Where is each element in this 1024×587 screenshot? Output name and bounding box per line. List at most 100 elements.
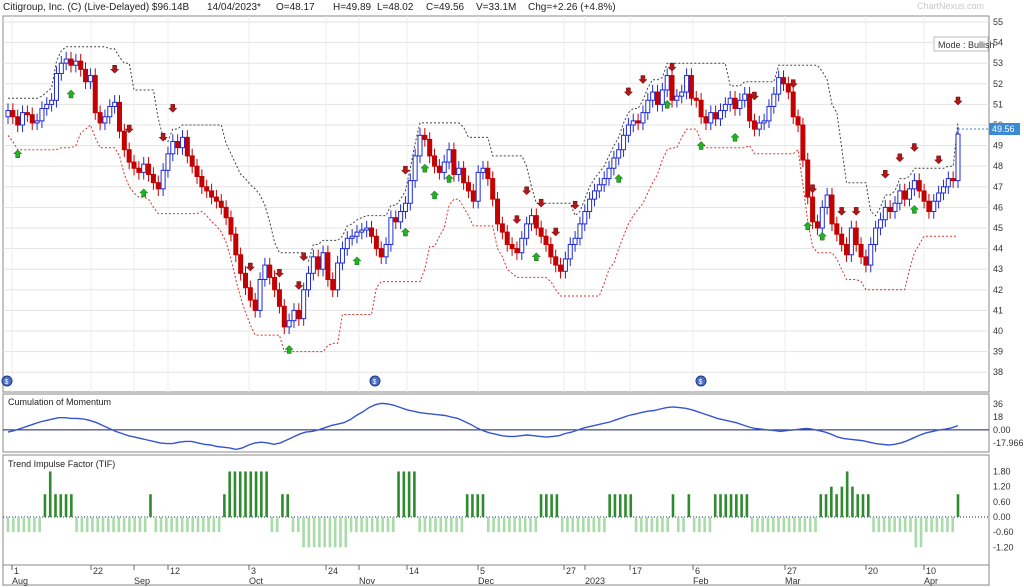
candle-body bbox=[335, 262, 341, 291]
buy-arrow-icon bbox=[444, 174, 454, 183]
quote-volume: V=33.1M bbox=[476, 2, 517, 13]
candle-body bbox=[916, 180, 922, 192]
tif-bar bbox=[270, 517, 274, 533]
dividend-icon[interactable]: $ bbox=[695, 375, 707, 387]
candle-body bbox=[131, 161, 137, 169]
x-tick-label: 20 bbox=[868, 566, 878, 576]
dividend-icon[interactable]: $ bbox=[369, 375, 381, 387]
candle-body bbox=[873, 227, 879, 245]
tif-bar bbox=[497, 517, 501, 533]
price-tick-label: 49 bbox=[993, 141, 1003, 151]
buy-arrow-icon bbox=[66, 89, 76, 99]
tif-bar bbox=[597, 517, 601, 533]
candle-body bbox=[858, 243, 864, 258]
tif-bar bbox=[59, 494, 63, 517]
tif-bar bbox=[919, 517, 923, 548]
candle-body bbox=[659, 89, 665, 105]
x-tick-label: 27 bbox=[566, 566, 576, 576]
candle-body bbox=[63, 58, 69, 64]
tif-bar bbox=[360, 517, 363, 533]
candle-body bbox=[844, 243, 850, 256]
candle-body bbox=[776, 77, 782, 95]
candle-body bbox=[15, 116, 21, 126]
candle-body bbox=[233, 233, 239, 256]
candle-body bbox=[78, 60, 84, 70]
tif-bar bbox=[54, 494, 57, 517]
candle-body bbox=[301, 289, 307, 320]
candle-body bbox=[456, 167, 462, 175]
candle-body bbox=[722, 103, 728, 112]
tif-bar bbox=[344, 517, 348, 548]
tif-bar bbox=[307, 517, 311, 548]
candle-body bbox=[262, 264, 268, 280]
candle-body bbox=[887, 206, 893, 213]
candle-body bbox=[126, 149, 132, 163]
tif-bar bbox=[70, 494, 73, 517]
price-tick-label: 41 bbox=[993, 305, 1003, 315]
tif-tick-label: 1.80 bbox=[993, 466, 1011, 476]
tif-bar bbox=[608, 494, 611, 517]
tif-bar bbox=[370, 517, 374, 533]
tif-bar bbox=[581, 517, 585, 533]
dividend-icon[interactable]: $ bbox=[1, 375, 13, 387]
x-tick-label: 27 bbox=[787, 566, 797, 576]
candle-body bbox=[839, 233, 845, 245]
tif-bar bbox=[254, 471, 258, 517]
candle-body bbox=[572, 237, 578, 245]
quote-open: O=48.17 bbox=[276, 2, 315, 13]
tif-bar bbox=[571, 517, 575, 533]
tif-bar bbox=[808, 517, 812, 533]
momentum-line bbox=[7, 402, 959, 451]
svg-text:$: $ bbox=[373, 379, 377, 386]
sell-arrow-icon bbox=[551, 227, 561, 237]
candle-body bbox=[92, 75, 98, 114]
sell-arrow-icon bbox=[274, 268, 285, 278]
tif-bar bbox=[698, 517, 701, 533]
candle-body bbox=[427, 138, 433, 157]
candle-body bbox=[742, 93, 748, 101]
x-tick-label: 24 bbox=[328, 566, 338, 576]
chart-header: Citigroup, Inc. (C) (Live-Delayed) $96.1… bbox=[0, 0, 1024, 16]
tif-bar bbox=[523, 517, 527, 533]
candle-body bbox=[485, 167, 491, 180]
candle-body bbox=[320, 252, 326, 270]
x-tick-label: 3 bbox=[251, 566, 256, 576]
candle-body bbox=[199, 176, 205, 188]
candle-body bbox=[209, 190, 215, 198]
tif-bar bbox=[666, 517, 670, 533]
candle-body bbox=[378, 248, 384, 258]
tif-bar bbox=[318, 517, 321, 548]
candle-body bbox=[223, 206, 229, 219]
tif-bar bbox=[407, 471, 411, 517]
tif-bar bbox=[840, 486, 844, 517]
tif-bar bbox=[212, 517, 216, 533]
tif-bar bbox=[154, 517, 158, 533]
mode-box bbox=[933, 36, 989, 52]
candle-body bbox=[218, 200, 224, 208]
price-tick-label: 42 bbox=[993, 285, 1003, 295]
candle-body bbox=[136, 167, 142, 173]
candle-body bbox=[538, 227, 544, 237]
tif-bar bbox=[814, 517, 817, 533]
tif-bar bbox=[85, 517, 89, 533]
quote-date: 14/04/2023* bbox=[207, 2, 261, 13]
x-tick-label: 22 bbox=[93, 566, 103, 576]
tif-bar bbox=[740, 494, 743, 517]
buy-arrow-icon bbox=[13, 149, 23, 158]
candle-body bbox=[160, 169, 166, 190]
tif-bar bbox=[761, 517, 765, 533]
tif-bar bbox=[112, 517, 115, 533]
svg-text:$: $ bbox=[699, 379, 703, 386]
tif-bar bbox=[244, 471, 247, 517]
price-tick-label: 47 bbox=[993, 182, 1003, 192]
candle-body bbox=[795, 116, 801, 126]
tif-bar bbox=[782, 517, 786, 533]
candle-body bbox=[616, 149, 622, 159]
tif-tick-label: 0.60 bbox=[993, 497, 1011, 507]
x-month-label: Oct bbox=[249, 576, 264, 586]
candle-body bbox=[465, 182, 471, 192]
x-month-label: 2023 bbox=[585, 576, 605, 586]
tif-bar bbox=[903, 517, 907, 533]
candle-body bbox=[907, 188, 913, 200]
candle-body bbox=[591, 190, 597, 200]
